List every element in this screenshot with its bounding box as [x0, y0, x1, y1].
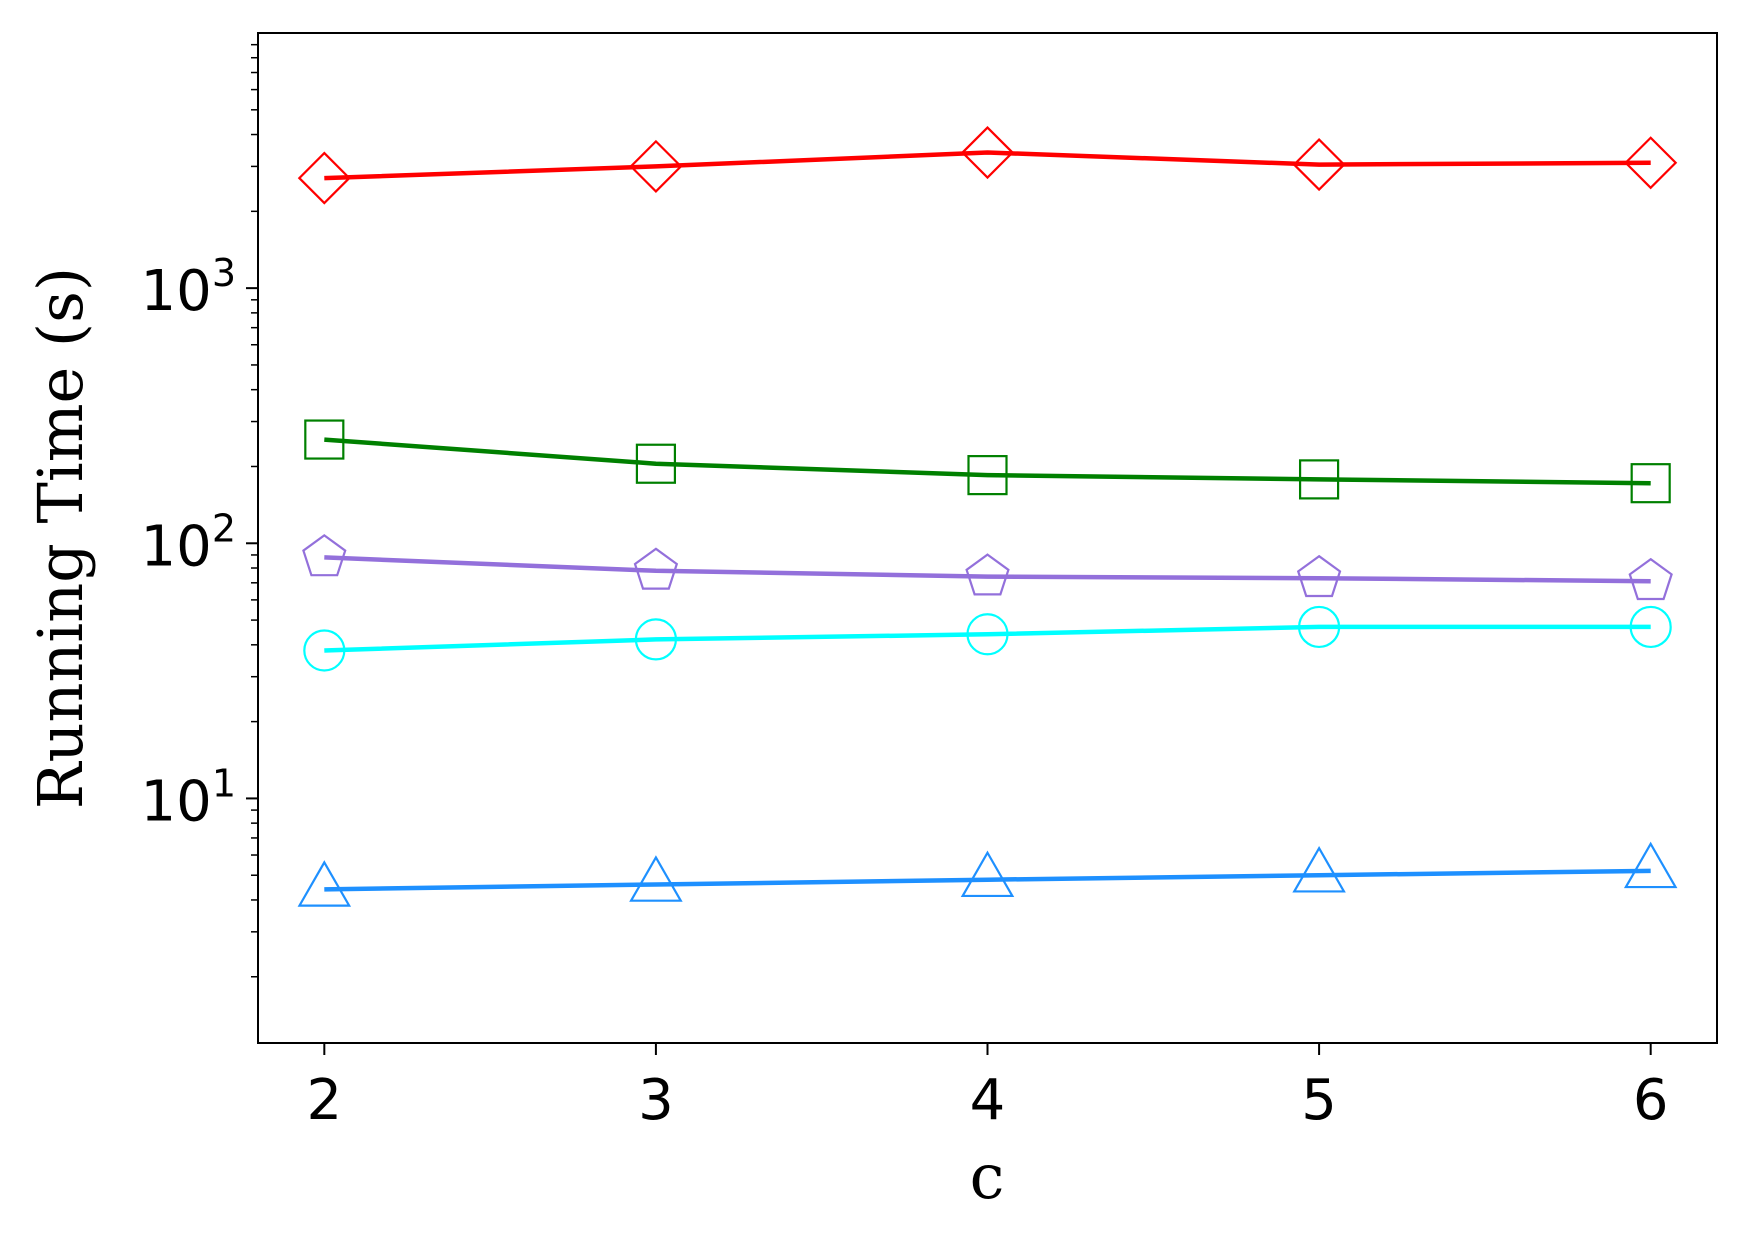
- x-tick-label: 2: [306, 1068, 342, 1133]
- plot-frame: [257, 32, 1718, 1044]
- pentagon-marker: [1296, 554, 1342, 598]
- plot-area: [258, 33, 1717, 1043]
- circle-marker: [634, 618, 678, 661]
- triangle-marker: [1292, 846, 1346, 893]
- x-tick-label: 3: [638, 1068, 674, 1133]
- series-line-4: [324, 624, 1651, 653]
- square-marker: [1630, 463, 1671, 504]
- triangle-marker: [960, 850, 1015, 898]
- y-tick-label: 103: [141, 251, 236, 324]
- square-marker: [304, 419, 345, 460]
- diamond-marker: [960, 125, 1015, 180]
- triangle-marker: [629, 855, 683, 902]
- x-tick-label: 4: [970, 1068, 1006, 1133]
- series-line-5: [324, 868, 1651, 892]
- y-axis-title: Running Time (s): [24, 267, 97, 809]
- y-tick-base: 10: [141, 514, 212, 579]
- y-tick-base: 10: [141, 259, 212, 324]
- circle-marker: [303, 629, 346, 672]
- y-tick-label: 102: [141, 506, 236, 579]
- x-tick-label: 5: [1301, 1068, 1337, 1133]
- pentagon-marker: [302, 534, 347, 577]
- pentagon-marker: [1628, 557, 1673, 601]
- series-line-2: [324, 437, 1651, 486]
- square-marker: [967, 455, 1008, 496]
- series-layer: [297, 125, 1678, 907]
- circle-marker: [1629, 605, 1672, 649]
- circle-marker: [966, 613, 1009, 656]
- pentagon-marker: [965, 553, 1010, 596]
- y-tick-label: 101: [141, 761, 236, 834]
- y-tick-exponent: 2: [212, 506, 236, 550]
- series-line-1: [324, 150, 1651, 181]
- series-line-3: [324, 555, 1651, 584]
- y-tick-exponent: 3: [212, 251, 236, 295]
- diamond-marker: [297, 151, 351, 205]
- diamond-marker: [629, 139, 683, 193]
- square-marker: [635, 443, 677, 484]
- square-marker: [1298, 459, 1340, 500]
- circle-marker: [1297, 605, 1341, 649]
- x-axis-title: c: [970, 1140, 1005, 1213]
- pentagon-marker: [633, 547, 679, 590]
- y-tick-base: 10: [141, 769, 212, 834]
- y-tick-exponent: 1: [212, 761, 236, 805]
- diamond-marker: [1624, 136, 1678, 190]
- triangle-marker: [297, 860, 352, 907]
- triangle-marker: [1623, 841, 1678, 889]
- diamond-marker: [1292, 138, 1346, 192]
- x-tick-label: 6: [1633, 1068, 1669, 1133]
